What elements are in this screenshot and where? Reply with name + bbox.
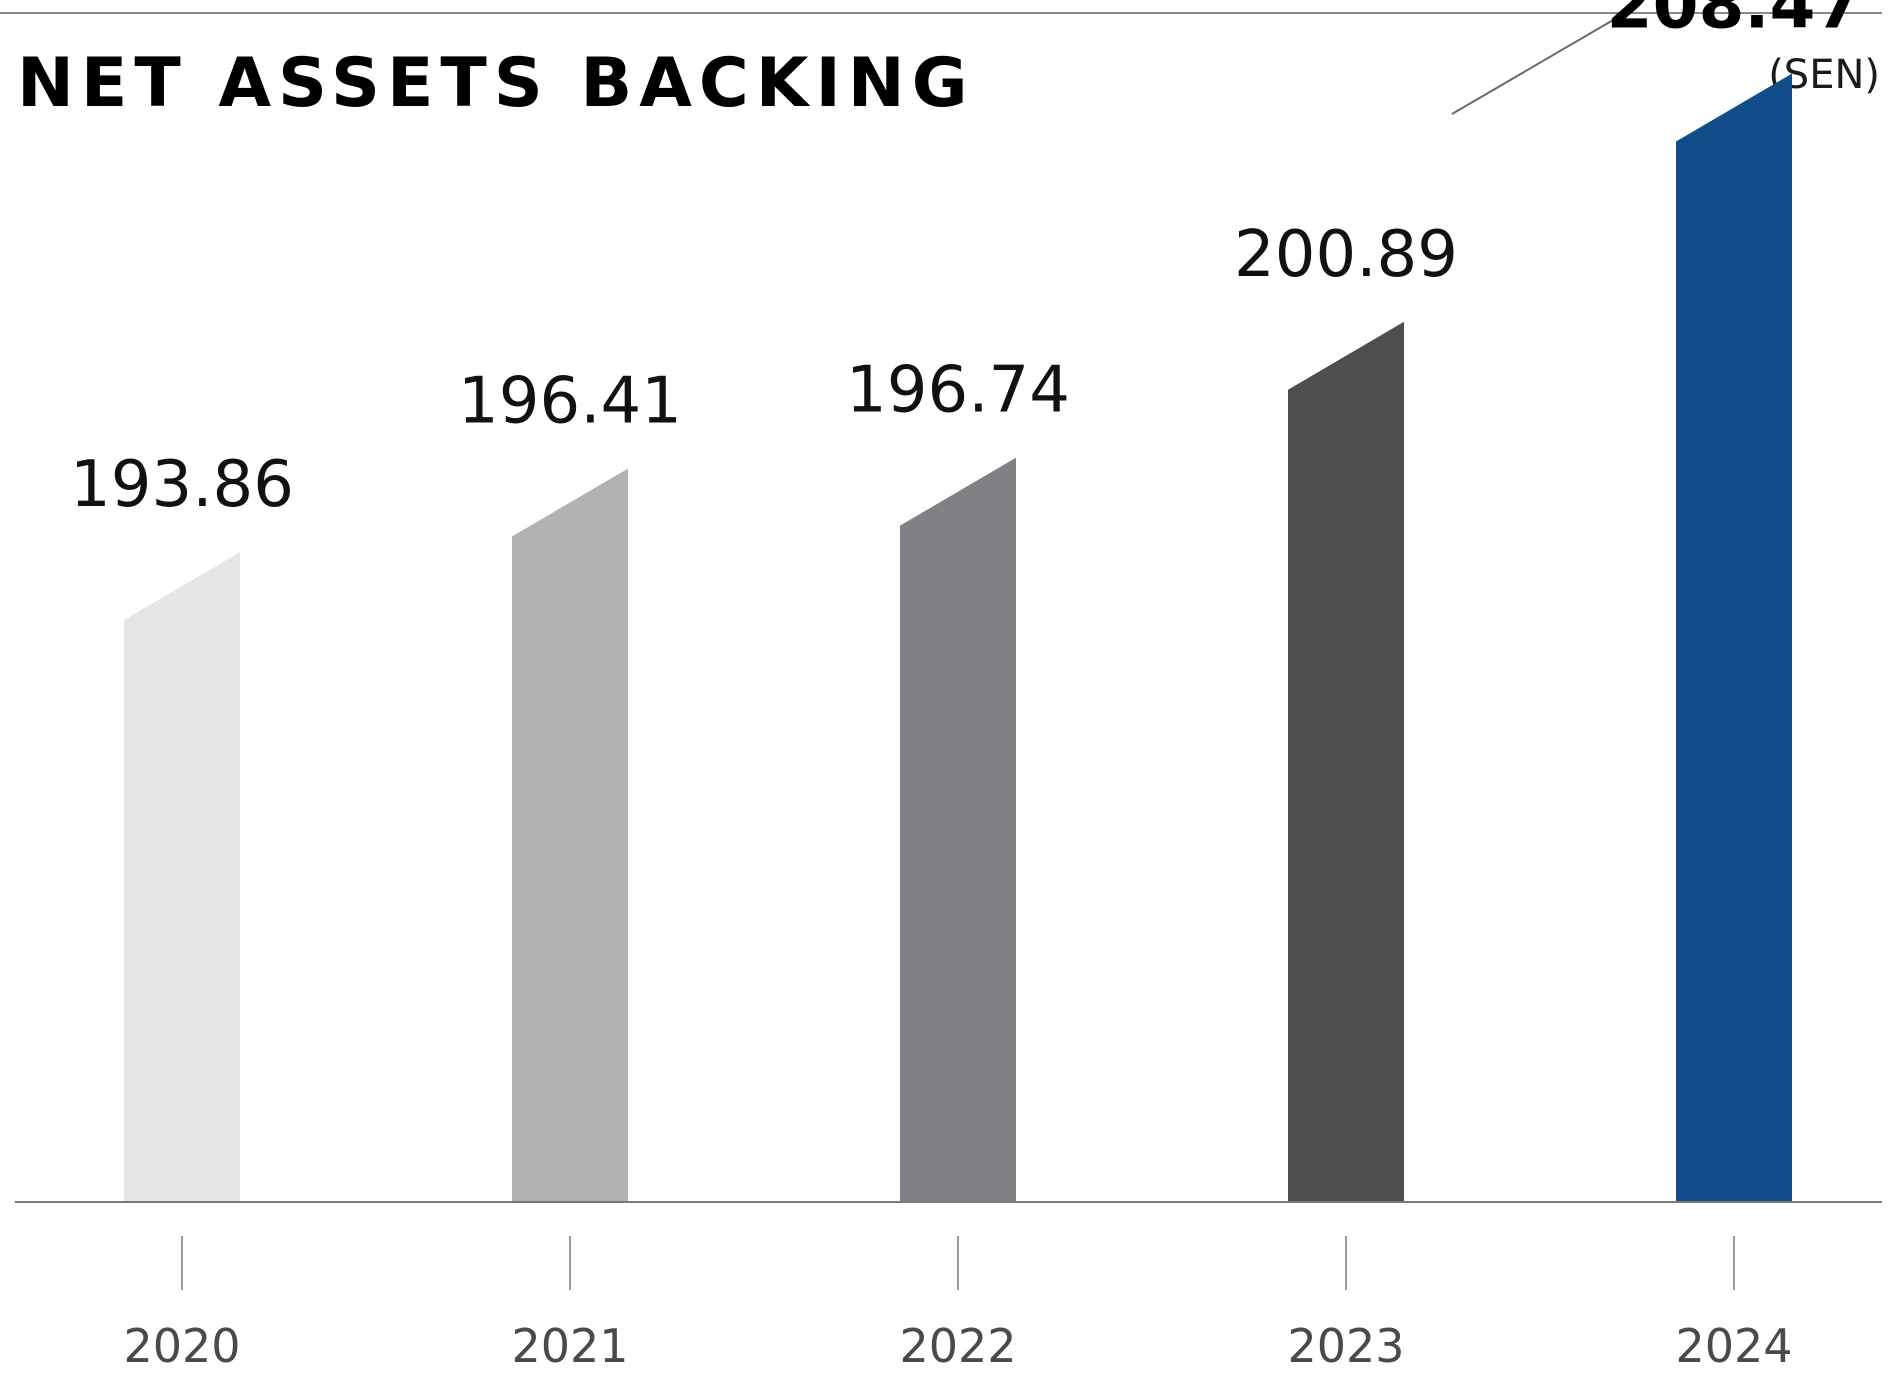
value-label-2024: 208.47 <box>1607 0 1862 44</box>
bar-2021 <box>512 468 628 1202</box>
value-label-2021: 196.41 <box>458 364 682 438</box>
bar-2020 <box>124 552 240 1202</box>
x-tick-label-2024: 2024 <box>1675 1319 1792 1373</box>
value-label-2020: 193.86 <box>70 448 294 522</box>
x-tick-label-2023: 2023 <box>1287 1319 1404 1373</box>
x-tick-label-2022: 2022 <box>899 1319 1016 1373</box>
bars-group <box>124 73 1792 1203</box>
x-tick-label-2020: 2020 <box>123 1319 240 1373</box>
bar-2022 <box>900 457 1016 1202</box>
value-labels-group: 193.86 196.41 196.74 200.89 208.47 <box>70 0 1861 522</box>
chart-title: NET ASSETS BACKING <box>17 44 975 123</box>
value-label-2022: 196.74 <box>846 354 1070 428</box>
value-label-2023: 200.89 <box>1234 218 1458 292</box>
bar-2024 <box>1676 73 1792 1203</box>
x-axis-ticks-group: 2020 2021 2022 2023 2024 <box>123 1236 1793 1373</box>
bar-2023 <box>1288 321 1404 1203</box>
decorative-diagonal <box>1451 15 1621 115</box>
x-tick-label-2021: 2021 <box>511 1319 628 1373</box>
